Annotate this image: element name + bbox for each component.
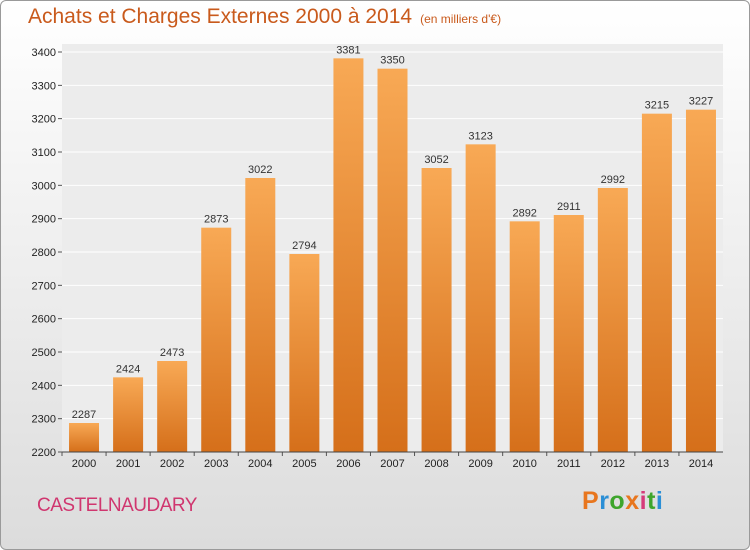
y-axis: 2200 2300 2400 2500 2600 2700 2800 2900 3000 3100… [32, 47, 62, 459]
bar [113, 377, 144, 452]
bar [509, 221, 540, 452]
bar-value-label: 2794 [292, 240, 316, 252]
x-tick-label: 2002 [160, 458, 184, 470]
bar [289, 254, 320, 452]
bar [597, 188, 628, 452]
y-tick-label: 2700 [32, 280, 56, 292]
x-tick-label: 2008 [424, 458, 448, 470]
bar-value-label: 3022 [248, 164, 272, 176]
bars [69, 58, 716, 453]
y-tick-label: 3100 [32, 147, 56, 159]
bar-value-label: 2873 [204, 214, 228, 226]
x-axis: 2000 2001 2002 2003 2004 2005 2006 2007 2008 2009… [61, 452, 713, 470]
x-tick-label: 2007 [380, 458, 404, 470]
x-tick-label: 2004 [248, 458, 272, 470]
x-tick-label: 2009 [468, 458, 492, 470]
bar [333, 58, 364, 452]
x-tick-label: 2003 [204, 458, 228, 470]
x-tick-label: 2001 [116, 458, 140, 470]
brand-letter: i [655, 487, 664, 515]
y-tick-label: 3000 [32, 180, 56, 192]
y-tick-label: 3200 [32, 114, 56, 126]
bar-value-label: 3123 [468, 130, 492, 142]
bar-value-label: 3381 [336, 44, 360, 56]
chart-title-text: Achats et Charges Externes 2000 à 2014 [28, 5, 413, 28]
bar-value-label: 3215 [645, 100, 669, 112]
bar-value-label: 2473 [160, 347, 184, 359]
brand-letter: r [599, 487, 610, 515]
bar [465, 144, 496, 453]
bar-value-label: 2911 [557, 201, 581, 213]
bar-value-label: 2287 [72, 409, 96, 421]
bar [201, 227, 232, 452]
bar [69, 423, 100, 452]
brand-letter: i [639, 487, 648, 515]
y-tick-label: 2900 [32, 214, 56, 226]
y-tick-label: 3300 [32, 80, 56, 92]
y-tick-label: 2800 [32, 247, 56, 259]
y-tick-label: 2300 [32, 414, 56, 426]
bar-value-label: 3227 [689, 96, 713, 108]
brand-logo: Proxiti [582, 487, 663, 516]
chart-unit: (en milliers d'€) [420, 12, 502, 26]
x-tick-label: 2005 [292, 458, 316, 470]
bar [421, 168, 452, 452]
value-labels: 2287 2424 2473 2873 3022 2794 3381 3350 3052 3123… [72, 44, 713, 421]
y-tick-label: 3400 [32, 47, 56, 59]
bar-value-label: 2892 [512, 207, 536, 219]
bar [157, 361, 188, 452]
x-tick-label: 2000 [72, 458, 96, 470]
y-tick-label: 2500 [32, 347, 56, 359]
y-tick-label: 2200 [32, 447, 56, 459]
brand-letter: o [609, 487, 626, 515]
brand-letter: P [582, 487, 600, 515]
bar [641, 113, 672, 453]
chart-title: Achats et Charges Externes 2000 à 2014 (e… [28, 5, 501, 29]
bar [685, 109, 716, 453]
brand-letter: x [625, 487, 640, 515]
x-tick-label: 2013 [645, 458, 669, 470]
x-tick-label: 2011 [557, 458, 581, 470]
x-tick-label: 2010 [512, 458, 536, 470]
x-tick-label: 2012 [601, 458, 625, 470]
brand-letter: t [647, 487, 656, 515]
bar-value-label: 2992 [601, 174, 625, 186]
y-tick-label: 2400 [32, 380, 56, 392]
bar-value-label: 2424 [116, 363, 140, 375]
bar-value-label: 3052 [424, 154, 448, 166]
bar-value-label: 3350 [380, 55, 404, 67]
x-tick-label: 2006 [336, 458, 360, 470]
y-tick-label: 2600 [32, 314, 56, 326]
bar [245, 178, 276, 452]
city-name: CASTELNAUDARY [37, 495, 197, 516]
bar [553, 215, 584, 452]
bar [377, 68, 408, 453]
x-tick-label: 2014 [689, 458, 713, 470]
